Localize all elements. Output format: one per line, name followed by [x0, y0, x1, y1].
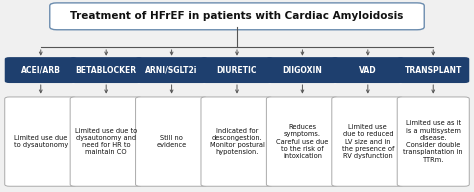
Text: DIURETIC: DIURETIC	[217, 66, 257, 74]
FancyBboxPatch shape	[332, 97, 404, 186]
FancyBboxPatch shape	[201, 57, 273, 83]
Text: VAD: VAD	[359, 66, 377, 74]
Text: ACEI/ARB: ACEI/ARB	[21, 66, 61, 74]
Text: Still no
evidence: Still no evidence	[156, 135, 187, 148]
Text: Treatment of HFrEF in patients with Cardiac Amyloidosis: Treatment of HFrEF in patients with Card…	[70, 11, 404, 21]
Text: ARNI/SGLT2i: ARNI/SGLT2i	[146, 66, 198, 74]
Text: BETABLOCKER: BETABLOCKER	[76, 66, 137, 74]
Text: Limited use due to
dysautonomy and
need for HR to
maintain CO: Limited use due to dysautonomy and need …	[75, 128, 137, 156]
FancyBboxPatch shape	[136, 97, 208, 186]
Text: Indicated for
descongestion.
Monitor postural
hypotension.: Indicated for descongestion. Monitor pos…	[210, 128, 264, 156]
FancyBboxPatch shape	[266, 57, 338, 83]
Text: Limited use
due to reduced
LV size and in
the presence of
RV dysfunction: Limited use due to reduced LV size and i…	[342, 124, 394, 159]
Text: Limited use due
to dysautonomy: Limited use due to dysautonomy	[14, 135, 68, 148]
FancyBboxPatch shape	[50, 3, 424, 30]
FancyBboxPatch shape	[266, 97, 338, 186]
FancyBboxPatch shape	[70, 57, 142, 83]
Text: DIIGOXIN: DIIGOXIN	[283, 66, 322, 74]
Text: TRANSPLANT: TRANSPLANT	[404, 66, 462, 74]
FancyBboxPatch shape	[5, 57, 77, 83]
FancyBboxPatch shape	[201, 97, 273, 186]
FancyBboxPatch shape	[136, 57, 208, 83]
FancyBboxPatch shape	[397, 97, 469, 186]
Text: Reduces
symptoms.
Careful use due
to the risk of
intoxication: Reduces symptoms. Careful use due to the…	[276, 124, 328, 159]
FancyBboxPatch shape	[5, 97, 77, 186]
FancyBboxPatch shape	[397, 57, 469, 83]
Text: Limited use as it
is a multisystem
disease.
Consider double
transplantation in
T: Limited use as it is a multisystem disea…	[403, 120, 463, 163]
FancyBboxPatch shape	[332, 57, 404, 83]
FancyBboxPatch shape	[70, 97, 142, 186]
